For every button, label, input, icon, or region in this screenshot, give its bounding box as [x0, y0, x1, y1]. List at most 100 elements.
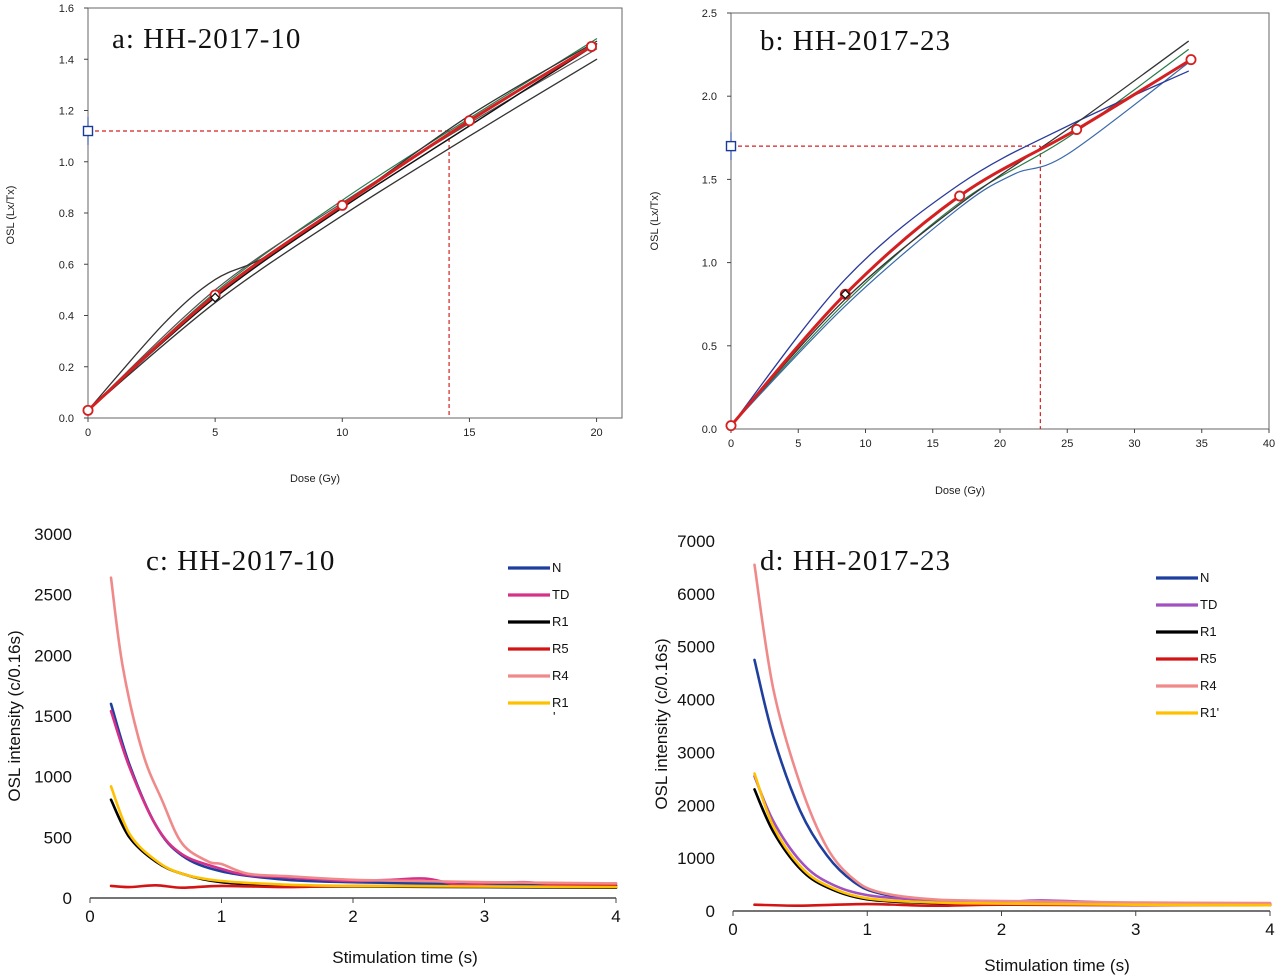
panel-d-y-tick-labels: 0 1000 2000 3000 4000 5000 6000 7000: [677, 532, 715, 921]
repeat-point-marker: [209, 292, 221, 303]
natural-signal-marker: [725, 140, 737, 152]
legend-label-td: TD: [1200, 597, 1217, 612]
panel-a-dose-response: a: HH-2017-10 Dose (Gy) OSL (Lx/Tx) 0 5 10…: [5, 3, 623, 485]
y-tick-label: 2.5: [702, 8, 717, 20]
y-tick-label: 0.0: [702, 424, 717, 436]
y-tick-label: 1000: [34, 768, 72, 787]
x-tick-label: 40: [1263, 438, 1275, 450]
data-point-marker: [585, 40, 597, 52]
panel-a-title: a: HH-2017-10: [112, 23, 301, 55]
y-tick-label: 1.0: [59, 157, 74, 169]
curve-series-1: [87, 40, 598, 411]
panel-b-title: b: HH-2017-23: [760, 25, 951, 57]
natural-signal-marker: [82, 125, 94, 137]
panel-c-ylabel: OSL intensity (c/0.16s): [5, 630, 24, 801]
legend-label-r4: R4: [552, 668, 569, 683]
panel-b-curves: [725, 40, 1197, 432]
curve-td: [753, 774, 1272, 905]
y-tick-label: 1.2: [59, 106, 74, 118]
y-tick-label: 1.0: [702, 258, 717, 270]
panel-d-curves: [753, 563, 1272, 908]
x-tick-label: 20: [994, 438, 1006, 450]
panel-d-osl-decay: d: HH-2017-23 Stimulation time (s) OSL i…: [652, 532, 1275, 975]
x-tick-label: 4: [1265, 920, 1274, 939]
data-point-marker: [336, 199, 348, 211]
y-tick-label: 3000: [677, 743, 715, 762]
data-point-marker: [954, 190, 966, 202]
data-point-marker: [725, 420, 737, 432]
data-point-marker: [463, 115, 475, 127]
y-tick-label: 2500: [34, 586, 72, 605]
curve-series-3: [87, 43, 598, 412]
panel-b-dose-response: b: HH-2017-23 Dose (Gy) OSL (Lx/Tx) 0 5 10…: [649, 8, 1275, 497]
y-tick-label: 0: [63, 889, 72, 908]
y-tick-label: 7000: [677, 532, 715, 551]
x-tick-label: 10: [336, 427, 348, 439]
legend-label-r1: R1: [552, 614, 569, 629]
x-tick-label: 0: [728, 920, 737, 939]
repeat-point-marker: [840, 289, 851, 300]
panel-b-ylabel: OSL (Lx/Tx): [649, 192, 661, 251]
legend-sublabel: ': [553, 709, 555, 724]
panel-c-y-tick-labels: 0 500 1000 1500 2000 2500 3000: [34, 525, 72, 908]
x-tick-label: 0: [85, 427, 91, 439]
panel-a-x-tick-labels: 0 5 10 15 20: [85, 418, 603, 439]
panel-b-y-tick-labels: 0.0 0.5 1.0 1.5 2.0 2.5: [702, 8, 731, 436]
panel-c-title: c: HH-2017-10: [146, 545, 335, 577]
y-tick-label: 4000: [677, 691, 715, 710]
curve-series-2: [730, 40, 1189, 427]
x-tick-label: 0: [728, 438, 734, 450]
y-tick-label: 2000: [677, 796, 715, 815]
panel-b-plot-frame: [730, 12, 1270, 430]
panel-a-plot-frame: [87, 7, 623, 419]
y-tick-label: 2000: [34, 646, 72, 665]
y-tick-label: 1.6: [59, 3, 74, 15]
x-tick-label: 2: [348, 907, 357, 926]
panel-b-x-tick-labels: 0 5 10 15 20 25 30 35 40: [728, 429, 1275, 450]
panel-c-x-tick-labels: 0 1 2 3 4: [85, 898, 621, 926]
y-tick-label: 0: [706, 902, 715, 921]
y-tick-label: 1500: [34, 707, 72, 726]
data-point-marker: [82, 404, 94, 416]
curve-r1: [753, 772, 1272, 907]
y-tick-label: 0.0: [59, 413, 74, 425]
x-tick-label: 5: [212, 427, 218, 439]
y-tick-label: 0.6: [59, 259, 74, 271]
legend-label-n: N: [552, 560, 561, 575]
panel-a-y-tick-labels: 0.0 0.2 0.4 0.6 0.8 1.0 1.2 1.4 1.6: [59, 3, 88, 425]
curve-series-5: [87, 48, 598, 411]
panel-d-legend: N TD R1 R5 R4 R1': [1156, 570, 1219, 720]
legend-label-r5: R5: [552, 641, 569, 656]
curve-series-4: [87, 38, 598, 411]
y-tick-label: 5000: [677, 638, 715, 657]
curve-n: [753, 658, 1272, 905]
legend-label-td: TD: [552, 587, 569, 602]
panel-d-xlabel: Stimulation time (s): [984, 956, 1129, 975]
panel-d-ylabel: OSL intensity (c/0.16s): [652, 638, 671, 809]
legend-label-r1: R1': [1200, 705, 1219, 720]
curve-r4: [753, 563, 1272, 905]
y-tick-label: 1.4: [59, 54, 74, 66]
curve-series-3: [730, 49, 1189, 427]
panel-d-x-tick-labels: 0 1 2 3 4: [728, 911, 1275, 939]
panel-a-ylabel: OSL (Lx/Tx): [5, 186, 17, 245]
y-tick-label: 3000: [34, 525, 72, 544]
curve-series-0: [729, 58, 1193, 428]
y-tick-label: 0.2: [59, 362, 74, 374]
y-tick-label: 1.5: [702, 174, 717, 186]
y-tick-label: 0.4: [59, 311, 74, 323]
x-tick-label: 15: [463, 427, 475, 439]
x-tick-label: 1: [863, 920, 872, 939]
legend-label-r5: R5: [1200, 651, 1217, 666]
curve-series-1: [730, 70, 1189, 427]
legend-label-r1: R1: [1200, 624, 1217, 639]
panel-a-curves: [82, 38, 598, 418]
y-tick-label: 500: [44, 828, 72, 847]
panel-c-curves: [109, 576, 618, 890]
y-tick-label: 6000: [677, 585, 715, 604]
panel-c-osl-decay: c: HH-2017-10 Stimulation time (s) OSL i…: [5, 525, 621, 967]
x-tick-label: 10: [859, 438, 871, 450]
x-tick-label: 4: [611, 907, 620, 926]
